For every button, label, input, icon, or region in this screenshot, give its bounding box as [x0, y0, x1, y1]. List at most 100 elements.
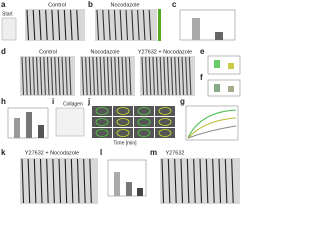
kymo-track	[46, 56, 50, 96]
kymo-track	[38, 9, 42, 41]
image-tile	[113, 106, 133, 116]
kymo-track	[28, 56, 32, 96]
panel-letter: d	[1, 47, 6, 56]
bar	[137, 188, 143, 196]
panel-letter: f	[200, 73, 203, 82]
panel-letter: b	[88, 0, 93, 9]
curve	[187, 109, 237, 139]
kymo-track	[96, 56, 99, 96]
cell-outline	[95, 129, 109, 137]
kymo-track	[52, 158, 55, 204]
box	[214, 60, 220, 68]
kymo-track	[89, 158, 92, 204]
box	[228, 86, 234, 92]
image-tile	[155, 117, 175, 127]
kymo-track	[148, 9, 152, 41]
kymo-track	[193, 158, 196, 204]
panel-letter: l	[100, 148, 102, 157]
kymo-track	[110, 56, 114, 96]
bar	[14, 118, 20, 138]
kymo-track	[218, 158, 222, 204]
kymo-track	[83, 158, 86, 204]
schematic	[55, 107, 85, 137]
kymo-track	[21, 56, 25, 96]
kymo-track	[61, 56, 65, 96]
kymo-track	[54, 56, 57, 96]
kymo-track	[57, 9, 61, 41]
panel-title: Y27632	[166, 150, 185, 156]
kymo-track	[99, 56, 103, 96]
kymo-track	[43, 56, 46, 96]
kymo-track	[33, 158, 37, 204]
kymo-track	[114, 56, 117, 96]
cell-outline	[95, 107, 109, 115]
image-tile	[92, 106, 112, 116]
kymo-track	[159, 56, 163, 96]
panel-title: Control	[48, 2, 66, 8]
panel-letter: e	[200, 47, 205, 56]
kymo-track	[174, 158, 177, 204]
panel-letter: m	[150, 148, 157, 157]
kymo-track	[57, 56, 61, 96]
kymo-track	[121, 56, 125, 96]
kymo-track	[131, 9, 134, 41]
panel-letter: j	[87, 97, 90, 106]
axis-label: Time [min]	[113, 140, 137, 146]
kymo-track	[181, 56, 185, 96]
kymo-track	[64, 158, 68, 204]
box-plot	[207, 55, 241, 75]
bar	[38, 125, 44, 138]
box	[228, 63, 234, 69]
kymo-track	[141, 56, 145, 96]
kymo-track	[185, 56, 188, 96]
bar-plot	[179, 9, 236, 41]
bar	[126, 182, 132, 196]
panel-letter: k	[1, 148, 6, 157]
kymo-track	[50, 56, 54, 96]
image-tile	[134, 117, 154, 127]
kymo-track	[113, 9, 117, 41]
panel-letter: h	[1, 97, 6, 106]
kymo-track	[102, 9, 105, 41]
kymo-track	[142, 9, 146, 41]
kymo-track	[36, 56, 39, 96]
cell-outline	[137, 129, 151, 137]
kymo-track	[32, 9, 36, 41]
kymo-track	[21, 158, 25, 204]
kymo-track	[25, 56, 28, 96]
kymo-track	[212, 158, 215, 204]
kymo-track	[58, 158, 62, 204]
curve	[187, 125, 237, 139]
kymo-track	[85, 56, 88, 96]
kymo-track	[125, 9, 129, 41]
figure: a Control Start b Nocodazole c d Control…	[1, 0, 241, 204]
image-tile	[155, 106, 175, 116]
kymo-track	[117, 56, 121, 96]
kymo-track	[161, 158, 165, 204]
image-tile	[134, 106, 154, 116]
kymo-track	[92, 56, 95, 96]
panel-title: Y27632 + Nocodazole	[25, 150, 79, 156]
kymo-track	[156, 56, 159, 96]
kymo-track	[32, 56, 35, 96]
kymo-track	[163, 56, 166, 96]
cell-outline	[137, 107, 151, 115]
cell-outline	[158, 129, 172, 137]
cell-outline	[116, 118, 130, 126]
kymo-track	[76, 9, 79, 41]
kymo-track	[46, 158, 49, 204]
bar	[26, 112, 32, 138]
schematic	[1, 17, 17, 41]
kymo-track	[27, 158, 31, 204]
image-tile	[113, 128, 133, 138]
kymo-track	[145, 56, 148, 96]
panel-title: Nocodazole	[90, 49, 119, 55]
inset-label: Start	[2, 11, 13, 17]
cell-outline	[158, 107, 172, 115]
cell-outline	[158, 118, 172, 126]
kymo-track	[148, 56, 152, 96]
kymo-track	[166, 56, 170, 96]
kymo-track	[81, 56, 85, 96]
kymo-track	[106, 56, 110, 96]
kymo-track	[205, 158, 209, 204]
